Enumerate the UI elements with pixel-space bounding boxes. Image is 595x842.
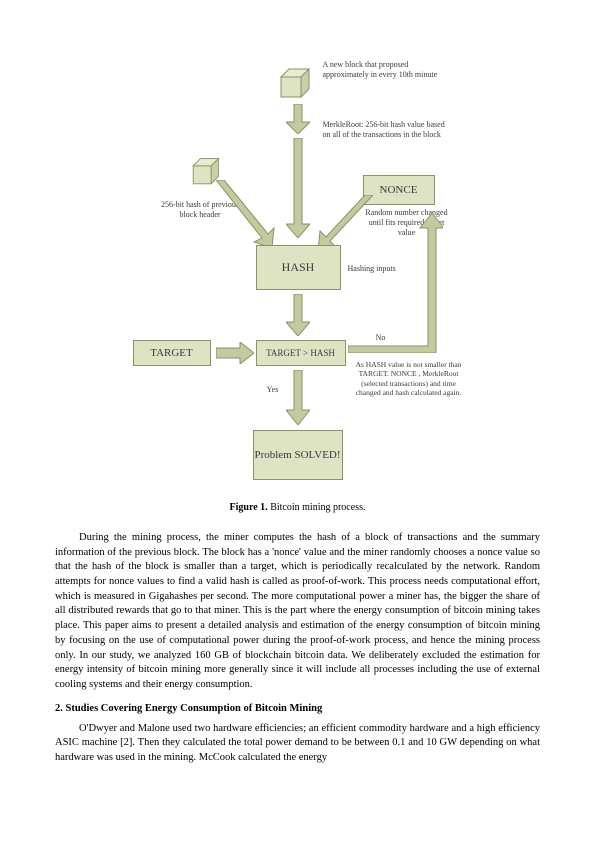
arrow-down-3 (286, 294, 310, 339)
caption-bold: Figure 1. (230, 502, 268, 513)
paragraph-2: O'Dwyer and Malone used two hardware eff… (55, 722, 540, 766)
nonce-box-text: NONCE (380, 184, 418, 196)
merkle-label: MerkleRoot: 256-bit hash value based on … (323, 120, 448, 140)
arrow-down-1 (286, 104, 310, 137)
arrow-right-target (216, 342, 254, 367)
section-heading-2: 2. Studies Covering Energy Consumption o… (55, 703, 540, 714)
target-hash-box-text: TARGET > HASH (266, 348, 335, 358)
new-block-cube (273, 65, 313, 105)
arrow-diag-left (216, 180, 276, 253)
target-box-text: TARGET (150, 347, 193, 359)
hash-box: HASH (256, 245, 341, 290)
no-desc-label: As HASH value is not smaller than TARGET… (350, 360, 468, 398)
nonce-box: NONCE (363, 175, 435, 205)
solved-box: Problem SOLVED! (253, 430, 343, 480)
arrow-down-2 (286, 138, 310, 241)
solved-box-text: Problem SOLVED! (254, 448, 340, 462)
mining-process-diagram: A new block that proposed approximately … (138, 60, 458, 490)
new-block-label: A new block that proposed approximately … (323, 60, 443, 80)
target-hash-box: TARGET > HASH (256, 340, 346, 366)
arrow-no-path (348, 208, 443, 356)
target-box: TARGET (133, 340, 211, 366)
caption-text: Bitcoin mining process. (268, 502, 366, 513)
arrow-down-yes (286, 370, 310, 428)
paragraph-1: During the mining process, the miner com… (55, 531, 540, 693)
figure-caption: Figure 1. Bitcoin mining process. (55, 502, 540, 513)
yes-label: Yes (258, 385, 288, 395)
hash-box-text: HASH (282, 260, 315, 275)
